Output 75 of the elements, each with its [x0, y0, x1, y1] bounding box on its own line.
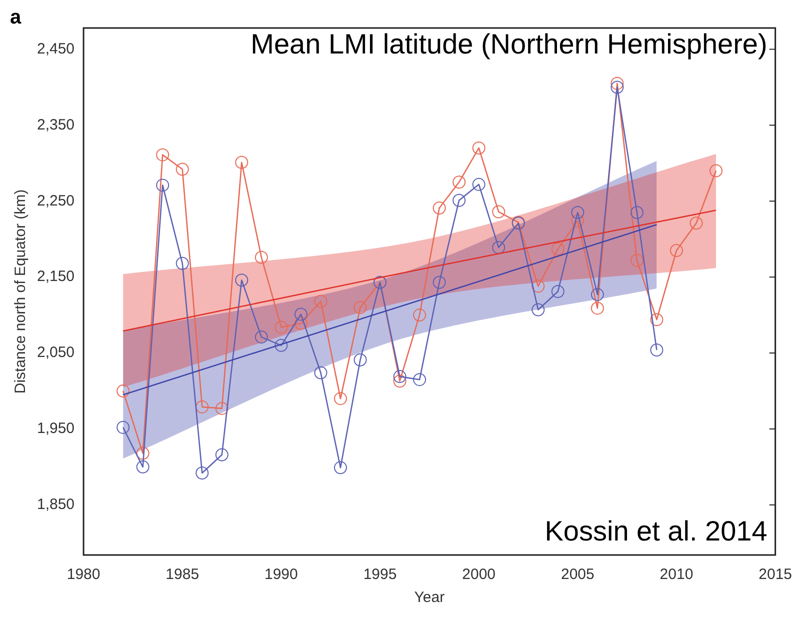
x-tick-label: 2005	[560, 566, 594, 584]
point	[354, 300, 367, 314]
y-tick-label: 1,850	[36, 496, 75, 514]
point	[690, 216, 703, 230]
y-tick-label: 2,250	[36, 192, 75, 210]
point	[334, 392, 347, 406]
point	[176, 256, 189, 270]
point	[156, 148, 170, 162]
point	[393, 370, 406, 384]
point	[610, 76, 624, 90]
point	[413, 308, 426, 322]
x-tick-label: 2000	[462, 566, 496, 584]
point	[116, 420, 130, 434]
y-tick-label: 1,950	[36, 420, 75, 438]
point	[571, 214, 584, 228]
point	[492, 205, 506, 218]
point	[294, 308, 308, 321]
point	[630, 206, 644, 220]
point	[432, 276, 446, 289]
point	[294, 316, 308, 330]
point	[254, 330, 268, 344]
point	[551, 285, 564, 298]
x-axis-title: Year	[414, 589, 445, 606]
point	[235, 156, 248, 169]
point	[176, 162, 189, 176]
point	[590, 302, 604, 315]
point	[670, 244, 683, 257]
x-tick-label: 1985	[166, 566, 200, 584]
point	[116, 384, 130, 398]
point	[393, 374, 406, 388]
point	[254, 250, 268, 264]
point	[314, 366, 328, 380]
y-tick-label: 2,450	[36, 40, 75, 58]
point	[215, 448, 228, 462]
y-tick-label: 2,050	[36, 344, 75, 362]
y-tick-label: 2,150	[36, 268, 75, 286]
text: a	[10, 6, 22, 29]
point	[650, 343, 664, 356]
y-tick-label: 2,350	[36, 116, 75, 134]
point	[571, 206, 584, 220]
x-tick-label: 1990	[264, 566, 298, 584]
x-tick-label: 2010	[660, 566, 694, 584]
point	[274, 338, 288, 352]
point	[532, 280, 545, 293]
point	[215, 402, 228, 415]
point	[334, 461, 347, 474]
point	[551, 242, 564, 256]
point	[196, 466, 209, 480]
point	[610, 80, 624, 94]
point	[196, 400, 209, 414]
point	[452, 176, 466, 189]
point	[274, 320, 288, 334]
point	[432, 201, 446, 214]
x-tick-label: 1980	[66, 566, 100, 584]
point	[492, 240, 506, 254]
y-axis-title: Distance north of Equator (km)	[12, 189, 30, 394]
point	[590, 288, 604, 302]
point	[452, 194, 466, 207]
point	[136, 460, 150, 474]
x-tick-label: 1995	[363, 566, 397, 584]
point	[314, 294, 328, 308]
point	[650, 313, 664, 326]
annotation: Kossin et al. 2014	[544, 516, 768, 547]
point	[136, 446, 150, 460]
point	[413, 373, 426, 386]
point	[630, 254, 644, 267]
point	[472, 178, 486, 191]
point	[156, 178, 170, 192]
point	[235, 274, 248, 287]
point	[532, 303, 545, 316]
chart-title: Mean LMI latitude (Northern Hemisphere)	[250, 28, 768, 60]
point	[710, 164, 723, 178]
point	[354, 353, 367, 366]
x-tick-label: 2015	[758, 566, 792, 584]
point	[472, 141, 486, 154]
